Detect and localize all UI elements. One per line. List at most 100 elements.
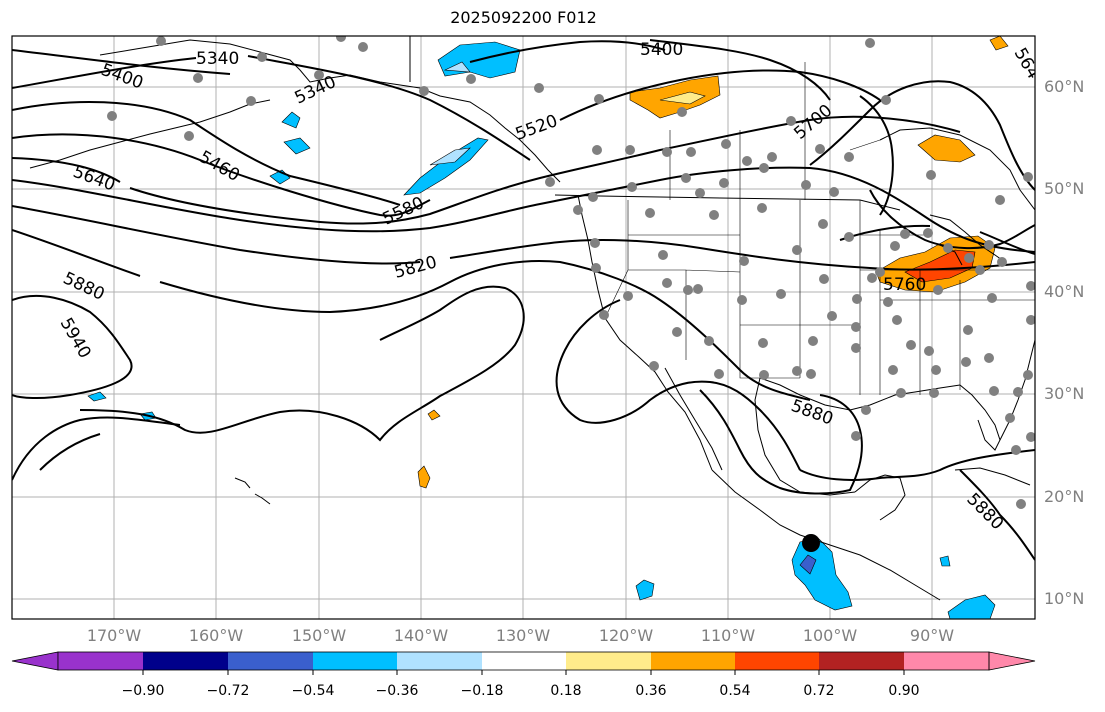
station-dot <box>737 295 747 305</box>
state-borders <box>604 62 1035 395</box>
station-dot <box>1026 281 1035 291</box>
station-dot <box>693 284 703 294</box>
station-dot <box>984 353 994 363</box>
station-dot <box>818 219 828 229</box>
station-dot <box>933 285 943 295</box>
station-dot <box>695 188 705 198</box>
station-dot <box>906 340 916 350</box>
station-dot <box>786 116 796 126</box>
station-dot <box>851 322 861 332</box>
lat-label-50n: 50°N <box>1044 179 1085 198</box>
station-dot <box>759 370 769 380</box>
station-dot <box>156 36 166 46</box>
station-dot <box>900 229 910 239</box>
aleutians <box>29 99 271 169</box>
lat-label-10n: 10°N <box>1044 589 1085 608</box>
station-dot <box>861 405 871 415</box>
station-dot <box>714 369 724 379</box>
station-dot <box>844 232 854 242</box>
colorbar-tick-label: −0.72 <box>206 683 250 699</box>
graticule <box>12 36 1035 619</box>
station-dot <box>757 203 767 213</box>
station-dot <box>742 156 752 166</box>
station-dot <box>704 336 714 346</box>
station-dot <box>193 73 203 83</box>
station-dot <box>943 243 953 253</box>
colorbar-tick-label: 0.36 <box>635 683 667 699</box>
station-dot <box>792 245 802 255</box>
station-dot <box>987 293 997 303</box>
hawaii-2 <box>254 493 271 505</box>
shade-pos-pacific-2 <box>417 465 431 489</box>
station-dot <box>865 38 875 48</box>
station-dot <box>975 265 985 275</box>
station-dot <box>649 361 659 371</box>
station-dot <box>827 311 837 321</box>
shade-neg-pacific-3 <box>635 579 655 601</box>
contour-label: 5340 <box>196 49 239 69</box>
station-dot <box>923 228 933 238</box>
station-dot <box>989 386 999 396</box>
station-dot <box>466 74 476 84</box>
station-dot <box>681 173 691 183</box>
station-dot <box>997 257 1007 267</box>
lat-label-30n: 30°N <box>1044 384 1085 403</box>
station-dot <box>545 177 555 187</box>
station-dot <box>892 315 902 325</box>
station-dot <box>961 357 971 367</box>
lon-label-90w: 90°W <box>909 626 955 645</box>
station-dot <box>739 256 749 266</box>
shade-neg-yukon-light <box>443 61 471 73</box>
lon-label-110w: 110°W <box>700 626 756 645</box>
station-dot <box>929 388 939 398</box>
shade-neg-pacific-1 <box>87 391 107 402</box>
shade-pos-canada-west-light <box>659 91 706 105</box>
station-dot <box>719 178 729 188</box>
station-dot <box>184 131 194 141</box>
shade-neg-central-america <box>947 594 996 619</box>
colorbar-max-arrow <box>988 651 1036 671</box>
colorbar <box>11 651 1036 675</box>
station-dot <box>658 250 668 260</box>
cuba <box>954 467 1031 486</box>
contour-label: 5760 <box>883 275 926 295</box>
colorbar-tick-label: 0.72 <box>803 683 835 699</box>
contour-label: 5400 <box>640 40 683 60</box>
station-dot <box>888 365 898 375</box>
colorbar-tick-label: 0.54 <box>719 683 751 699</box>
station-dot <box>964 253 974 263</box>
station-dot <box>358 42 368 52</box>
station-dot <box>709 210 719 220</box>
station-dot <box>926 170 936 180</box>
map-title: 2025092200 F012 <box>450 8 597 27</box>
station-dot <box>806 369 816 379</box>
station-dot <box>683 285 693 295</box>
station-dot <box>883 297 893 307</box>
station-dot <box>776 289 786 299</box>
station-dot <box>792 366 802 376</box>
station-dot <box>1016 499 1026 509</box>
station-dot <box>1023 370 1033 380</box>
shade-pos-northeast-corner <box>989 36 1009 51</box>
station-dot <box>246 96 256 106</box>
station-dot <box>419 86 429 96</box>
hudson-bay <box>879 127 1035 211</box>
station-dot <box>1026 315 1035 325</box>
station-dot <box>924 346 934 356</box>
station-dot <box>963 325 973 335</box>
shade-neg-gulf-alaska-light <box>429 147 471 166</box>
shade-pos-hudson <box>917 134 976 163</box>
station-dot <box>984 240 994 250</box>
station-dot <box>758 338 768 348</box>
lat-label-40n: 40°N <box>1044 282 1085 301</box>
station-dot <box>852 294 862 304</box>
shade-neg-mexico-core <box>799 554 817 575</box>
station-dot <box>867 273 877 283</box>
station-dot <box>844 152 854 162</box>
colorbar-tick-label: −0.90 <box>121 683 165 699</box>
colorbar-tick-label: −0.54 <box>291 683 335 699</box>
station-dot <box>314 70 324 80</box>
station-dot <box>677 107 687 117</box>
station-dot <box>627 182 637 192</box>
